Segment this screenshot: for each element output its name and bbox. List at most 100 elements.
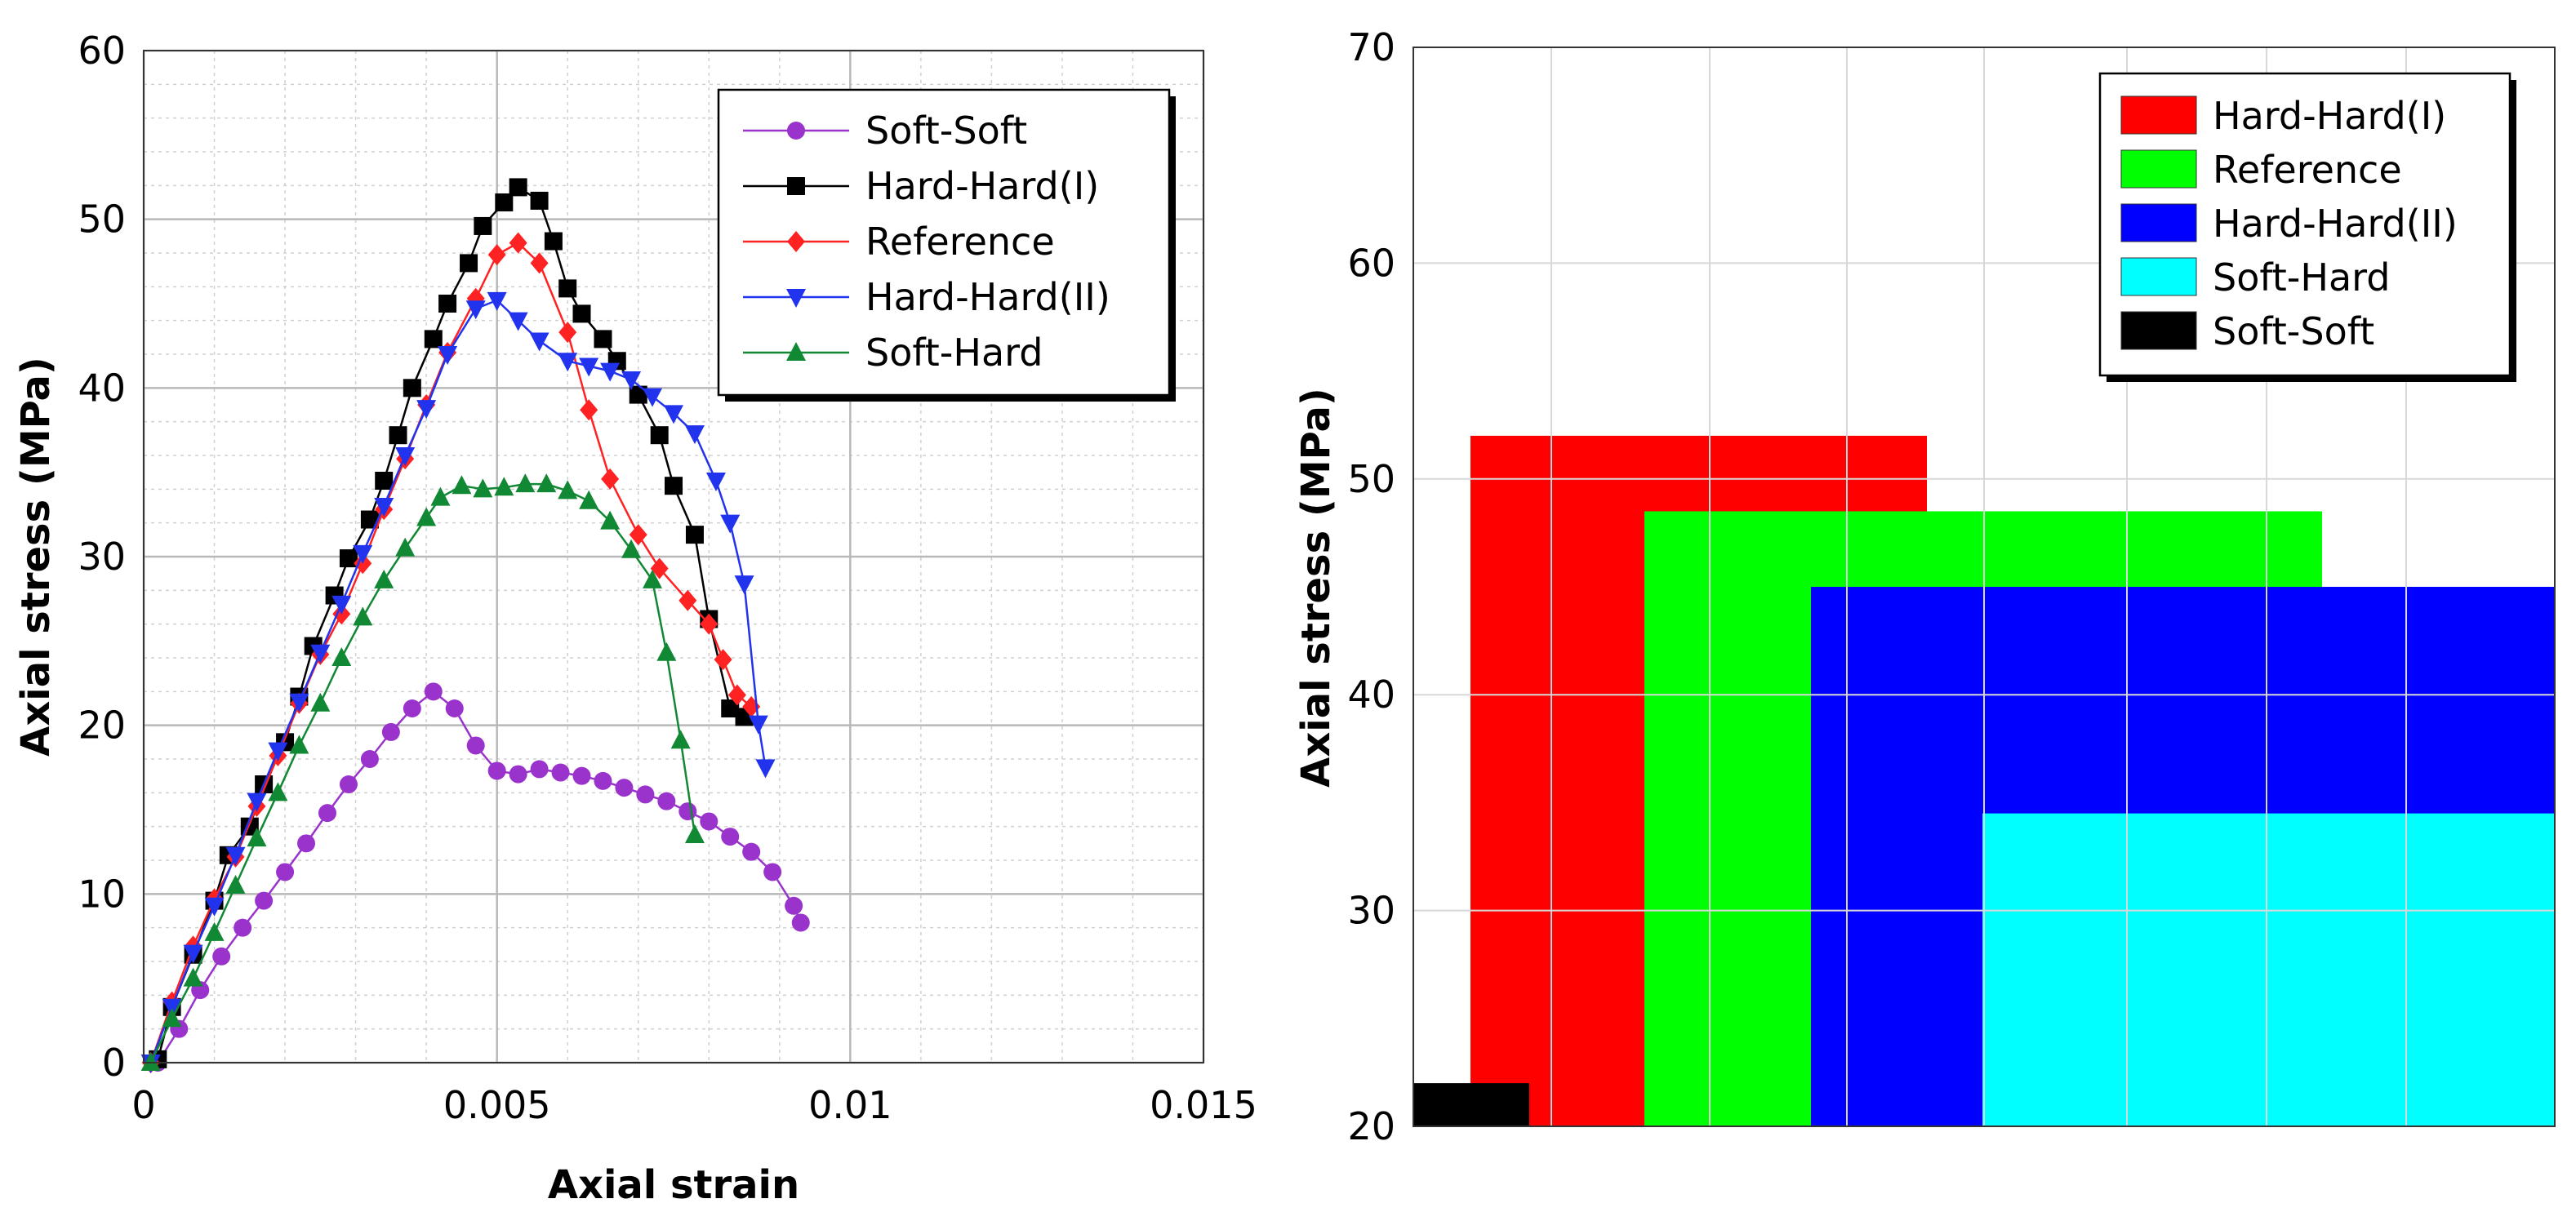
data-point [643,569,663,588]
line-y-tick-label: 0 [102,1041,126,1085]
data-point [225,875,246,894]
legend-marker [786,342,806,361]
data-point [424,330,443,349]
data-point [297,834,316,853]
data-point [791,913,810,932]
data-point [452,475,472,495]
data-point [721,699,740,717]
bar-y-tick-label: 50 [1347,457,1395,501]
data-point [650,557,669,579]
legend-marker [786,289,806,308]
data-point [204,897,225,917]
data-point [755,759,776,779]
data-point [465,300,486,320]
legend-label: Hard-Hard(I) [865,164,1099,208]
stress-strain-chart: 0 10 20 30 40 50 60 0 0.005 0.01 0.015 Axial stra… [13,29,1257,1208]
data-point [375,472,394,490]
legend-label: Hard-Hard(I) [2213,94,2446,138]
line-x-tick-label: 0.01 [808,1083,892,1127]
line-x-axis-title: Axial strain [548,1162,799,1208]
line-x-tick-label: 0.005 [443,1083,551,1127]
data-point [629,385,647,404]
data-point [665,477,683,495]
data-point [515,473,536,493]
data-point [656,642,677,661]
data-point [395,537,416,557]
legend-label: Soft-Hard [865,331,1043,375]
legend-swatch [2120,203,2197,242]
data-point [580,399,598,421]
data-point [734,575,754,595]
data-point [474,216,492,235]
data-point [657,792,676,810]
series-line [149,482,696,1063]
data-point [685,526,704,544]
data-point [416,400,437,420]
data-point [310,644,331,664]
data-point [643,388,663,407]
data-point [204,921,225,941]
data-point [594,330,612,349]
data-point [438,295,457,313]
data-point [247,828,267,847]
data-point [268,742,288,761]
data-point [727,684,746,706]
bar-y-tick-label: 30 [1347,889,1395,933]
line-x-tick-label: 0 [131,1083,155,1127]
data-point [276,863,295,881]
data-point [650,426,669,445]
data-point [579,490,599,509]
data-point [183,967,203,987]
data-point [438,346,458,365]
bar-y-axis-title: Axial stress (MPa) [1293,388,1339,788]
data-point [487,244,506,266]
bar-y-tick-label: 70 [1347,25,1395,69]
data-point [508,312,528,331]
line-y-axis-title: Axial stress (MPa) [13,357,59,757]
data-point [353,606,373,626]
data-point [530,191,549,210]
data-point [615,779,634,797]
data-point [572,304,591,323]
legend-swatch [2120,149,2197,189]
data-point [530,252,549,274]
data-point [601,468,620,490]
data-point [621,371,642,390]
legend-swatch [2120,95,2197,135]
legend-marker [787,122,805,140]
data-point [551,763,570,782]
data-point [763,863,782,881]
data-point [162,1008,182,1028]
line-y-tick-label: 40 [78,366,126,410]
line-x-tick-label: 0.015 [1150,1083,1257,1127]
data-point [529,332,549,352]
line-legend: Soft-Soft Hard-Hard(I) Reference Hard-Hard(… [717,88,1176,402]
data-point [234,918,252,937]
bar-y-ticks: 20 30 40 50 60 70 [1347,25,1395,1148]
data-point [289,735,309,754]
data-point [748,715,768,735]
data-point [536,473,557,493]
legend-marker [787,177,805,195]
data-point [331,595,352,615]
bar-soft-soft [1413,1083,1529,1126]
bar-y-tick-label: 20 [1347,1104,1395,1148]
data-point [742,842,761,861]
data-point [487,291,507,311]
data-point [374,569,394,588]
data-point [494,477,514,496]
data-point [579,357,599,377]
data-point [353,544,373,564]
data-point [268,782,288,801]
data-point [487,761,506,780]
data-point [530,760,549,779]
bar-soft-hard [1982,813,2555,1126]
data-point [424,682,443,701]
bar-y-tick-label: 40 [1347,673,1395,717]
data-point [416,507,437,526]
data-point [289,693,309,713]
data-point [445,699,464,717]
data-point [225,846,246,866]
data-point [558,353,578,372]
